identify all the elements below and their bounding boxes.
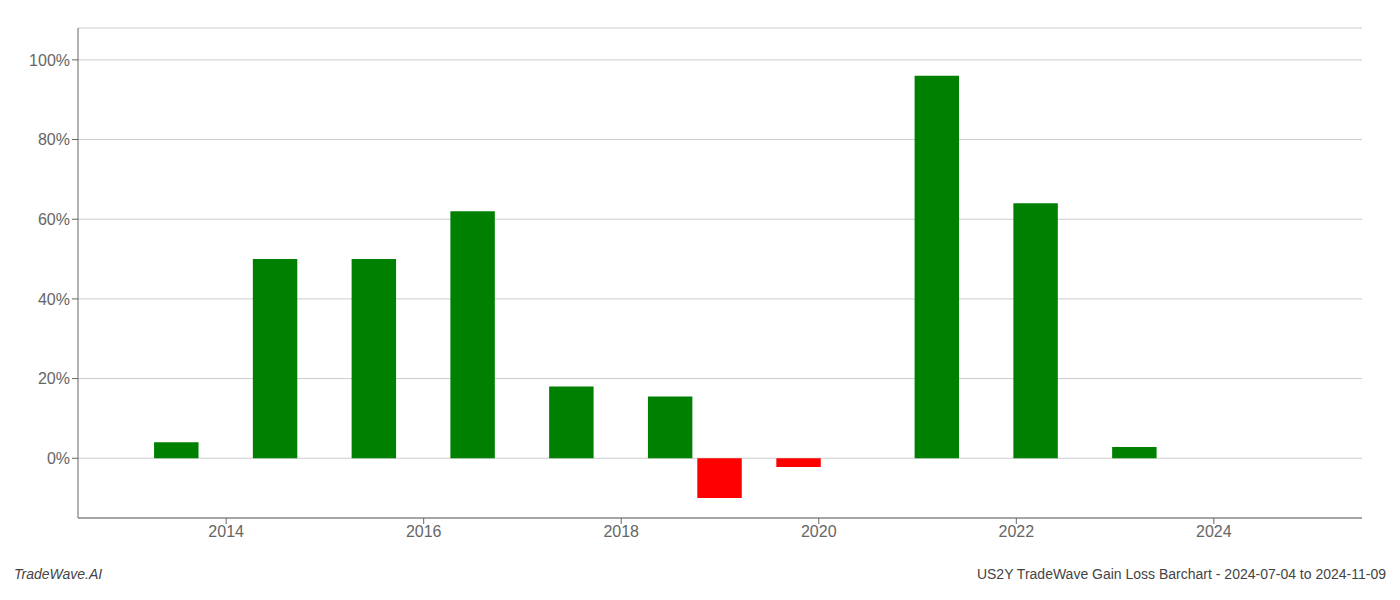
svg-text:2018: 2018 <box>603 523 639 540</box>
svg-text:2020: 2020 <box>801 523 837 540</box>
svg-text:20%: 20% <box>38 370 70 387</box>
svg-text:80%: 80% <box>38 131 70 148</box>
svg-text:0%: 0% <box>47 450 70 467</box>
html-text:TradeWave.AI: TradeWave.AI <box>14 566 103 582</box>
html-text:US2Y TradeWave Gain Loss Barch: US2Y TradeWave Gain Loss Barchart - 2024… <box>976 566 1386 582</box>
svg-text:40%: 40% <box>38 291 70 308</box>
svg-text:100%: 100% <box>29 52 70 69</box>
svg-text:2014: 2014 <box>208 523 244 540</box>
svg-text:2022: 2022 <box>999 523 1035 540</box>
svg-text:2016: 2016 <box>406 523 442 540</box>
svg-text:2024: 2024 <box>1196 523 1232 540</box>
svg-text:60%: 60% <box>38 211 70 228</box>
